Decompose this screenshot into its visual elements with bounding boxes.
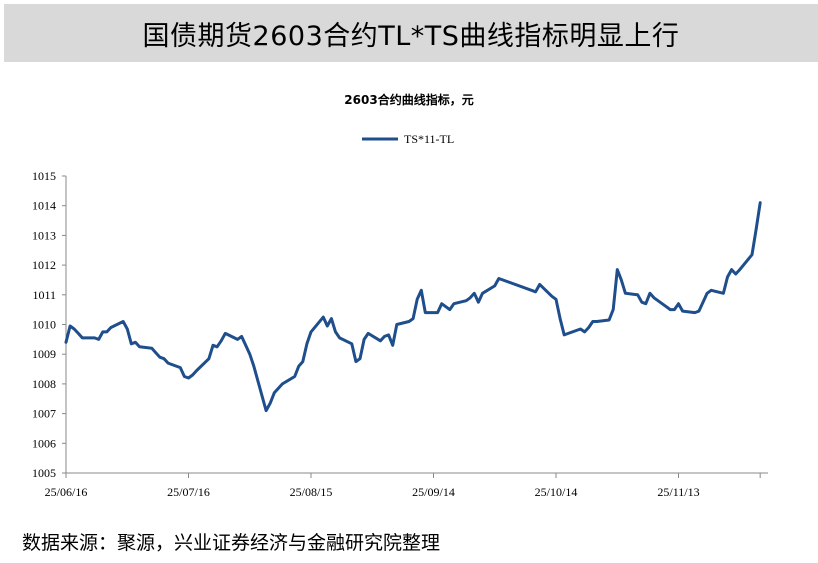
y-tick-label: 1006 <box>32 436 56 450</box>
y-tick-label: 1014 <box>32 199 56 213</box>
page-header: 国债期货2603合约TL*TS曲线指标明显上行 <box>4 4 818 62</box>
y-tick-label: 1008 <box>32 377 56 391</box>
legend: TS*11-TL <box>362 132 454 146</box>
x-tick-label: 25/06/16 <box>45 485 88 499</box>
plot-area <box>64 201 762 413</box>
page-title: 国债期货2603合约TL*TS曲线指标明显上行 <box>142 20 680 52</box>
y-tick-label: 1007 <box>32 407 56 421</box>
y-tick-label: 1011 <box>32 288 56 302</box>
x-tick-label: 25/07/16 <box>167 485 210 499</box>
legend-label: TS*11-TL <box>404 132 454 146</box>
x-tick-label: 25/10/14 <box>535 485 578 499</box>
y-tick-label: 1012 <box>32 258 56 272</box>
x-tick-label: 25/08/15 <box>290 485 333 499</box>
data-source-note: 数据来源：聚源，兴业证券经济与金融研究院整理 <box>22 532 441 554</box>
line-chart: 2603合约曲线指标，元 TS*11-TL 100510061007100810… <box>32 92 768 499</box>
x-tick-label: 25/09/14 <box>412 485 455 499</box>
y-tick-label: 1005 <box>32 466 56 480</box>
axes: 1005 1006 1007 1008 1009 1010 1011 1012 1013 1014… <box>32 169 768 499</box>
x-tick-label: 25/11/13 <box>657 485 699 499</box>
y-tick-label: 1009 <box>32 347 56 361</box>
y-tick-label: 1015 <box>32 169 56 183</box>
series-line <box>64 201 762 413</box>
chart-title: 2603合约曲线指标，元 <box>344 92 473 107</box>
y-tick-label: 1013 <box>32 228 56 242</box>
y-tick-label: 1010 <box>32 318 56 332</box>
